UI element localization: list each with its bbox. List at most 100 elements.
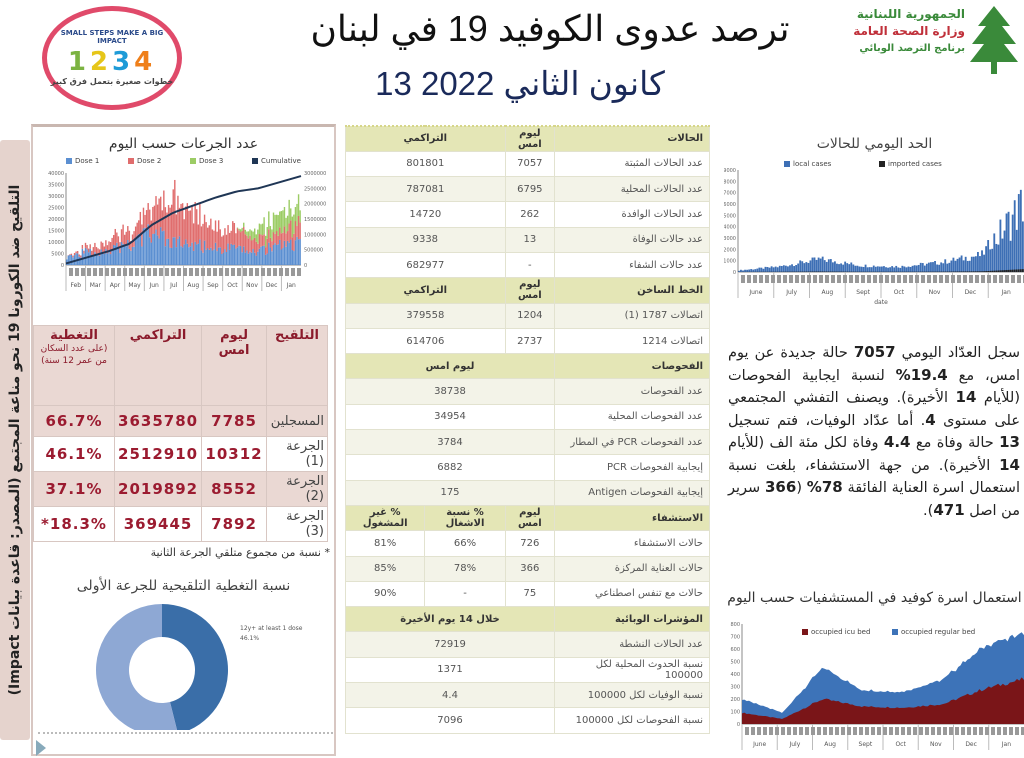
local-cases-bar bbox=[989, 249, 992, 272]
date-tick bbox=[991, 727, 995, 735]
dose-bar bbox=[271, 241, 273, 252]
dose-bar bbox=[246, 250, 248, 265]
date-tick bbox=[853, 727, 857, 735]
imported-cases-bar bbox=[979, 271, 981, 272]
cell-value: 366 bbox=[504, 555, 556, 582]
dose-bar bbox=[156, 235, 159, 265]
dose-bar bbox=[261, 235, 264, 246]
dose-bar bbox=[252, 239, 254, 250]
local-cases-bar bbox=[881, 266, 883, 272]
local-cases-bar bbox=[893, 267, 896, 272]
date-tick bbox=[267, 268, 271, 276]
dose-bar bbox=[228, 232, 231, 250]
date-tick bbox=[843, 275, 847, 283]
dose-bar bbox=[100, 249, 102, 265]
local-cases-bar bbox=[825, 261, 828, 272]
dose-bar bbox=[285, 246, 287, 265]
dose-bar bbox=[191, 242, 193, 265]
date-tick bbox=[873, 275, 877, 283]
date-tick bbox=[799, 727, 803, 735]
dose-bar bbox=[238, 230, 240, 246]
imported-cases-bar bbox=[993, 270, 996, 272]
local-cases-bar bbox=[972, 256, 975, 272]
date-tick bbox=[1003, 727, 1007, 735]
legend-label: Dose 3 bbox=[199, 157, 223, 165]
highlight-number: 471 bbox=[933, 500, 965, 519]
dose-bar bbox=[249, 229, 251, 236]
dose-bar bbox=[288, 199, 290, 224]
coverage-value: 18.3%* bbox=[32, 506, 116, 542]
y-tick-label: 35000 bbox=[48, 183, 64, 189]
dose-bar bbox=[147, 203, 149, 225]
local-cases-bar bbox=[827, 259, 830, 272]
local-cases-bar bbox=[784, 265, 787, 272]
date-tick bbox=[967, 727, 971, 735]
dose-bar bbox=[158, 238, 160, 265]
local-cases-bar bbox=[799, 260, 802, 272]
dose-bar bbox=[236, 228, 239, 248]
date-tick bbox=[951, 275, 955, 283]
local-cases-bar bbox=[750, 269, 753, 272]
campaign-logo: SMALL STEPS MAKE A BIG IMPACT 1234 خطوات… bbox=[42, 6, 182, 110]
dose-bar bbox=[225, 234, 228, 252]
imported-cases-bar bbox=[972, 271, 975, 272]
cell-value: 14720 bbox=[345, 201, 506, 228]
local-cases-bar bbox=[932, 262, 934, 272]
cumulative-value: 2512910 bbox=[114, 436, 203, 472]
coverage-value: 37.1% bbox=[32, 471, 116, 507]
y-tick-label: 25000 bbox=[48, 206, 64, 212]
table-row: إيجابية الفحوصات PCR 6882 bbox=[345, 454, 710, 481]
dose-bar bbox=[208, 225, 210, 250]
local-cases-bar bbox=[789, 265, 791, 272]
dose-bar bbox=[155, 229, 157, 265]
date-tick bbox=[105, 268, 109, 276]
dose-bar bbox=[145, 230, 148, 265]
cell-value: 75 bbox=[504, 580, 556, 608]
date-tick bbox=[939, 275, 943, 283]
dose-bar bbox=[296, 236, 298, 265]
dose-bar bbox=[105, 240, 107, 249]
donut-slice-remaining bbox=[96, 604, 178, 730]
dose-bar bbox=[155, 196, 157, 230]
date-tick bbox=[801, 275, 805, 283]
dose-bar bbox=[268, 242, 270, 265]
x-tick-label: Oct bbox=[227, 282, 238, 289]
x-tick-label: Sept bbox=[856, 289, 870, 296]
campaign-slogan-en: SMALL STEPS MAKE A BIG IMPACT bbox=[60, 29, 164, 45]
dose-bar bbox=[255, 241, 257, 256]
y-tick-label: 9000 bbox=[724, 168, 736, 174]
date-tick bbox=[883, 727, 887, 735]
dose-bar bbox=[222, 252, 225, 265]
local-cases-bar bbox=[850, 262, 853, 272]
dose-bar bbox=[293, 233, 295, 252]
dose-bar bbox=[78, 254, 80, 257]
y-tick-label: 5000 bbox=[51, 252, 64, 258]
y-tick-label: 10000 bbox=[48, 240, 64, 246]
local-cases-bar bbox=[860, 266, 863, 272]
x-tick-label: June bbox=[748, 289, 762, 296]
daily-cases-chart: 0 1000 2000 3000 4000 5000 6000 7000 8000 9000 Jun… bbox=[724, 160, 1024, 306]
dose-bar bbox=[241, 227, 243, 231]
x-tick-label: Oct bbox=[895, 741, 906, 748]
local-cases-bar bbox=[752, 269, 755, 272]
local-cases-bar bbox=[919, 262, 922, 272]
date-tick bbox=[781, 727, 785, 735]
local-cases-bar bbox=[915, 265, 918, 272]
dose-bar bbox=[255, 234, 257, 242]
dose-bar bbox=[293, 214, 295, 234]
report-date: 13 كانون الثاني 2022 bbox=[375, 65, 665, 102]
table-row: نسبة الحدوث المحلية لكل 100000 1371 bbox=[345, 656, 710, 684]
highlight-number: 13 bbox=[999, 433, 1020, 451]
date-tick bbox=[897, 275, 901, 283]
date-tick bbox=[775, 727, 779, 735]
legend-label: Dose 1 bbox=[75, 157, 99, 165]
date-tick bbox=[255, 268, 259, 276]
date-tick bbox=[189, 268, 193, 276]
dose-bar bbox=[205, 222, 207, 250]
date-tick bbox=[93, 268, 97, 276]
local-cases-bar bbox=[770, 266, 773, 272]
imported-cases-bar bbox=[985, 271, 988, 272]
table-row: الجرعة (3) 7892 369445 18.3%* bbox=[32, 506, 329, 542]
dose-bar bbox=[117, 247, 120, 265]
dose-bar bbox=[128, 248, 131, 265]
